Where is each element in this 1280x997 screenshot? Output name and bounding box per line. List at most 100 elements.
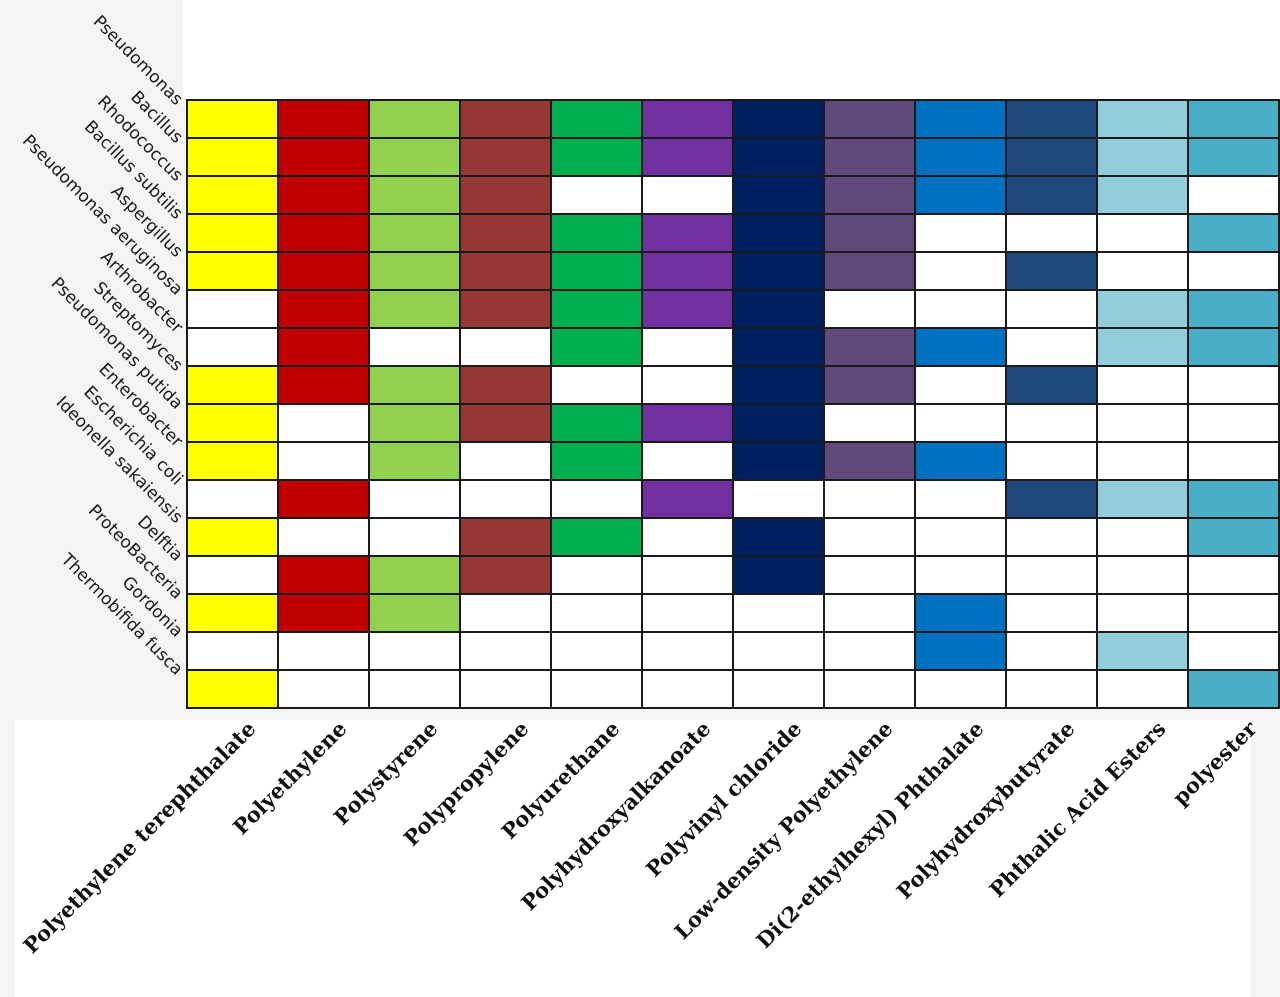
heatmap-cell — [823, 593, 916, 633]
heatmap-cell — [641, 669, 734, 709]
heatmap-cell — [732, 175, 825, 215]
heatmap-cell — [914, 213, 1007, 253]
heatmap-cell — [186, 631, 279, 671]
heatmap-cell — [368, 593, 461, 633]
heatmap-cell — [1005, 669, 1098, 709]
heatmap-cell — [550, 403, 643, 443]
heatmap-cell — [1096, 441, 1189, 481]
heatmap-cell — [186, 213, 279, 253]
heatmap-cell — [1005, 517, 1098, 557]
heatmap-cell — [823, 251, 916, 291]
heatmap-cell — [1187, 631, 1280, 671]
heatmap-cell — [914, 669, 1007, 709]
heatmap-cell — [641, 593, 734, 633]
heatmap-cell — [277, 403, 370, 443]
heatmap-cell — [368, 175, 461, 215]
heatmap-cell — [1187, 669, 1280, 709]
heatmap-cell — [1187, 175, 1280, 215]
heatmap-cell — [277, 479, 370, 519]
heatmap-cell — [186, 137, 279, 177]
heatmap-cell — [368, 327, 461, 367]
heatmap-cell — [641, 137, 734, 177]
heatmap-cell — [550, 251, 643, 291]
heatmap-cell — [1187, 479, 1280, 519]
heatmap-cell — [550, 99, 643, 139]
heatmap-cell — [550, 479, 643, 519]
heatmap-cell — [1187, 593, 1280, 633]
heatmap-cell — [550, 327, 643, 367]
heatmap-cell — [1096, 289, 1189, 329]
heatmap-cell — [732, 555, 825, 595]
heatmap-cell — [641, 251, 734, 291]
heatmap-cell — [368, 365, 461, 405]
heatmap-cell — [550, 137, 643, 177]
heatmap-cell — [550, 517, 643, 557]
heatmap-cell — [186, 403, 279, 443]
heatmap-cells — [186, 99, 1280, 709]
heatmap-cell — [823, 669, 916, 709]
heatmap-cell — [368, 555, 461, 595]
heatmap-cell — [1005, 327, 1098, 367]
heatmap-cell — [732, 327, 825, 367]
heatmap-cell — [1096, 99, 1189, 139]
heatmap-cell — [459, 555, 552, 595]
heatmap-cell — [641, 289, 734, 329]
heatmap-cell — [550, 175, 643, 215]
heatmap-cell — [459, 137, 552, 177]
heatmap-cell — [641, 441, 734, 481]
heatmap-cell — [186, 479, 279, 519]
heatmap-cell — [914, 517, 1007, 557]
heatmap-cell — [732, 137, 825, 177]
heatmap-cell — [459, 441, 552, 481]
heatmap-cell — [277, 631, 370, 671]
heatmap-cell — [1096, 593, 1189, 633]
heatmap-cell — [1005, 441, 1098, 481]
heatmap-cell — [914, 631, 1007, 671]
heatmap-cell — [914, 175, 1007, 215]
heatmap-cell — [641, 365, 734, 405]
heatmap-cell — [368, 251, 461, 291]
heatmap-cell — [1187, 99, 1280, 139]
heatmap-cell — [732, 251, 825, 291]
heatmap-cell — [550, 365, 643, 405]
heatmap-cell — [1187, 555, 1280, 595]
heatmap-cell — [641, 403, 734, 443]
heatmap-cell — [823, 365, 916, 405]
heatmap-cell — [1005, 631, 1098, 671]
heatmap-cell — [277, 555, 370, 595]
heatmap-cell — [186, 669, 279, 709]
heatmap-cell — [1096, 251, 1189, 291]
heatmap-cell — [550, 631, 643, 671]
heatmap-cell — [1005, 251, 1098, 291]
heatmap-cell — [914, 593, 1007, 633]
heatmap-cell — [1096, 669, 1189, 709]
heatmap-cell — [550, 669, 643, 709]
heatmap-cell — [277, 289, 370, 329]
heatmap-cell — [732, 365, 825, 405]
heatmap-cell — [1096, 213, 1189, 253]
heatmap-cell — [641, 479, 734, 519]
heatmap-cell — [1187, 327, 1280, 367]
heatmap-cell — [823, 213, 916, 253]
heatmap-cell — [641, 517, 734, 557]
heatmap-cell — [1187, 441, 1280, 481]
heatmap-cell — [550, 213, 643, 253]
heatmap-cell — [186, 251, 279, 291]
heatmap-cell — [459, 365, 552, 405]
heatmap-cell — [823, 517, 916, 557]
heatmap-cell — [1096, 403, 1189, 443]
heatmap-cell — [186, 175, 279, 215]
heatmap-cell — [1187, 365, 1280, 405]
heatmap-cell — [1005, 403, 1098, 443]
heatmap-cell — [1187, 251, 1280, 291]
heatmap-cell — [1005, 555, 1098, 595]
heatmap-cell — [641, 213, 734, 253]
heatmap-cell — [823, 631, 916, 671]
heatmap-cell — [823, 479, 916, 519]
heatmap-cell — [459, 327, 552, 367]
heatmap-cell — [1187, 403, 1280, 443]
heatmap-cell — [732, 213, 825, 253]
heatmap-cell — [368, 631, 461, 671]
